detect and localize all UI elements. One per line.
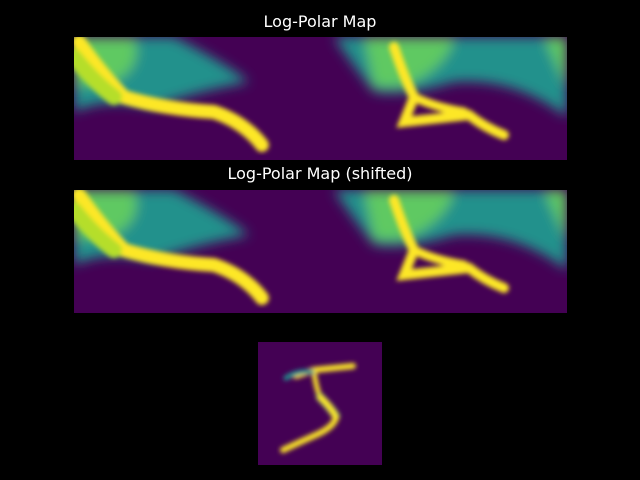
digit-stroke (280, 363, 356, 453)
bright-strokes (74, 37, 509, 152)
chart-title-log-polar-map-shifted: Log-Polar Map (shifted) (227, 164, 413, 183)
bright-strokes (74, 190, 509, 305)
log-polar-map-shifted-heatmap (74, 190, 567, 313)
digit-image-heatmap (258, 342, 382, 465)
digit-background (258, 342, 382, 465)
log-polar-map-heatmap (74, 37, 567, 160)
chart-title-log-polar-map: Log-Polar Map (263, 12, 377, 31)
